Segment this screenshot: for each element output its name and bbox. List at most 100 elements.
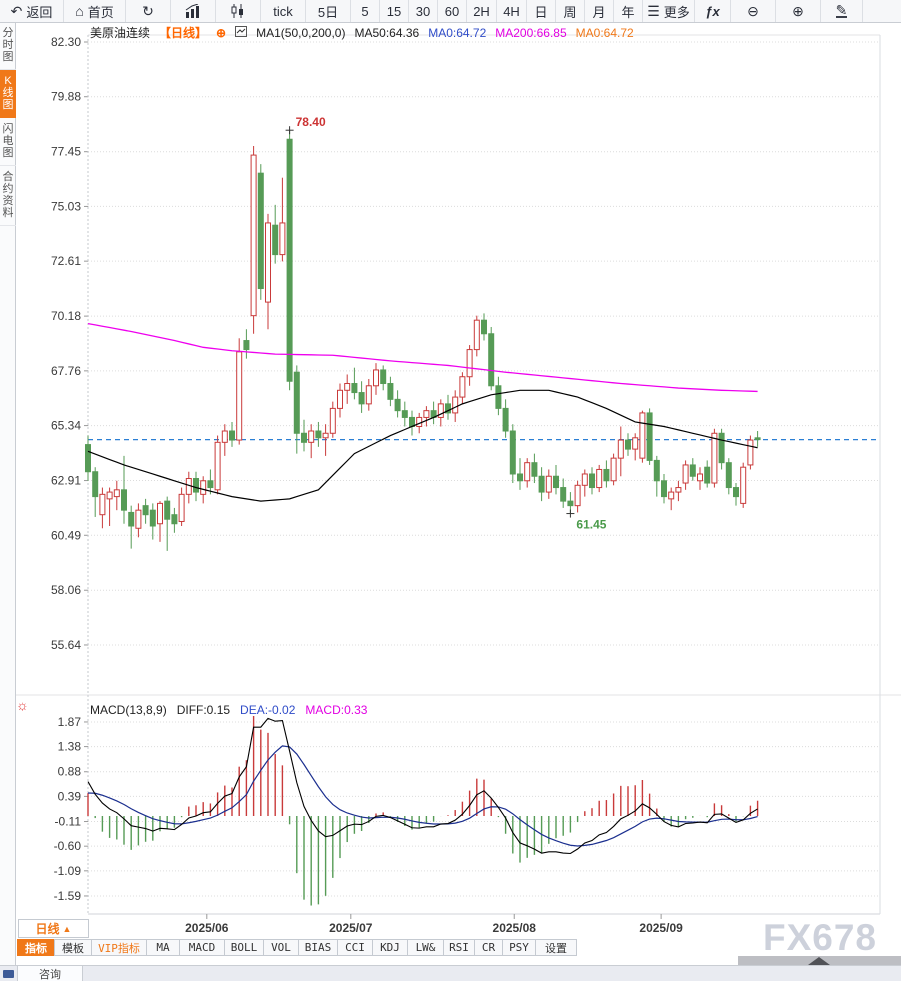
toolbar-button-bar-chart[interactable] bbox=[171, 0, 216, 22]
toolbar-button-back-arrow[interactable]: ↶ 返回 bbox=[0, 0, 64, 22]
ma0-orange-value: MA0:64.72 bbox=[575, 25, 634, 40]
tab-指标[interactable]: 指标 bbox=[17, 939, 55, 956]
toolbar-button-60[interactable]: 60 bbox=[438, 0, 467, 22]
toolbar-button-月[interactable]: 月 bbox=[585, 0, 614, 22]
svg-text:77.45: 77.45 bbox=[51, 145, 81, 159]
toolbar-button-pencil[interactable]: ✎ bbox=[821, 0, 863, 22]
add-indicator-icon[interactable]: ⊕ bbox=[216, 25, 227, 40]
svg-text:62.91: 62.91 bbox=[51, 474, 81, 488]
macd-macd-value: MACD:0.33 bbox=[305, 703, 368, 717]
toolbar-button-4H[interactable]: 4H bbox=[497, 0, 527, 22]
toolbar-button-candlestick[interactable] bbox=[216, 0, 261, 22]
toolbar-button-zoom-out[interactable]: ⊖ bbox=[731, 0, 776, 22]
ma-settings-label: MA1(50,0,200,0) bbox=[256, 25, 346, 40]
toolbar: ↶ 返回 ⌂ 首页 ↻ tick 5日 5 15 30 60 2H 4H 日周月年 ☰ 更多 ƒx ⊖ ⊕ ✎ bbox=[0, 0, 901, 23]
x-axis-label: 2025/09 bbox=[639, 921, 683, 935]
svg-text:1.87: 1.87 bbox=[58, 715, 82, 729]
toolbar-button-周[interactable]: 周 bbox=[556, 0, 585, 22]
bottom-bar: 咨询 bbox=[0, 965, 901, 981]
ma-settings-icon[interactable] bbox=[235, 25, 248, 40]
svg-text:72.61: 72.61 bbox=[51, 254, 81, 268]
macd-diff-value: DIFF:0.15 bbox=[176, 703, 231, 717]
macd-header: MACD(13,8,9) DIFF:0.15 DEA:-0.02 MACD:0.… bbox=[90, 703, 367, 717]
tab-CCI[interactable]: CCI bbox=[337, 939, 373, 956]
svg-text:55.64: 55.64 bbox=[51, 638, 81, 652]
consult-icon bbox=[3, 970, 14, 978]
svg-text:-1.09: -1.09 bbox=[54, 864, 82, 878]
tab-RSI[interactable]: RSI bbox=[443, 939, 475, 956]
tab-VOL[interactable]: VOL bbox=[263, 939, 299, 956]
tab-设置[interactable]: 设置 bbox=[535, 939, 577, 956]
svg-text:67.76: 67.76 bbox=[51, 364, 81, 378]
tab-LW&[interactable]: LW& bbox=[407, 939, 444, 956]
back-arrow-icon: ↶ bbox=[10, 3, 23, 19]
sidebar-item-3[interactable]: 合约资料 bbox=[0, 166, 16, 226]
svg-text:0.39: 0.39 bbox=[58, 789, 82, 803]
fx-icon: ƒx bbox=[705, 3, 720, 19]
ma50-value: MA50:64.36 bbox=[354, 25, 420, 40]
toolbar-button-tick[interactable]: tick bbox=[261, 0, 306, 22]
svg-text:-1.59: -1.59 bbox=[54, 889, 82, 903]
toolbar-button-fx[interactable]: ƒx bbox=[695, 0, 731, 22]
tab-VIP指标[interactable]: VIP指标 bbox=[91, 939, 147, 956]
x-axis-label: 2025/06 bbox=[185, 921, 229, 935]
svg-text:1.38: 1.38 bbox=[58, 740, 82, 754]
symbol-name: 美原油连续 bbox=[90, 26, 151, 40]
consult-tab[interactable]: 咨询 bbox=[17, 966, 83, 981]
tab-MA[interactable]: MA bbox=[146, 939, 180, 956]
toolbar-button-refresh[interactable]: ↻ bbox=[126, 0, 171, 22]
refresh-icon: ↻ bbox=[142, 3, 154, 19]
indicator-settings-icon[interactable]: ☼ bbox=[16, 697, 29, 713]
ma0-blue-value: MA0:64.72 bbox=[428, 25, 487, 40]
tab-KDJ[interactable]: KDJ bbox=[372, 939, 408, 956]
tab-模板[interactable]: 模板 bbox=[54, 939, 92, 956]
svg-text:65.34: 65.34 bbox=[51, 419, 81, 433]
zoom-out-icon: ⊖ bbox=[747, 3, 759, 19]
toolbar-button-home[interactable]: ⌂ 首页 bbox=[64, 0, 126, 22]
sidebar-item-0[interactable]: 分时图 bbox=[0, 22, 16, 70]
svg-text:-0.11: -0.11 bbox=[55, 815, 82, 829]
toolbar-button-5[interactable]: 5 bbox=[351, 0, 380, 22]
sidebar-item-2[interactable]: 闪电图 bbox=[0, 118, 16, 166]
tab-BOLL[interactable]: BOLL bbox=[224, 939, 264, 956]
svg-text:0.88: 0.88 bbox=[58, 765, 82, 779]
period-tag: 【日线】 bbox=[159, 26, 208, 40]
toolbar-button-zoom-in[interactable]: ⊕ bbox=[776, 0, 821, 22]
candlestick-icon bbox=[231, 4, 243, 18]
tab-CR[interactable]: CR bbox=[474, 939, 503, 956]
toolbar-button-30[interactable]: 30 bbox=[409, 0, 438, 22]
svg-text:82.30: 82.30 bbox=[51, 35, 81, 49]
x-axis-label: 2025/08 bbox=[492, 921, 536, 935]
expand-handle[interactable] bbox=[738, 956, 901, 966]
chart-plot-area[interactable] bbox=[88, 35, 880, 914]
zoom-in-icon: ⊕ bbox=[792, 3, 804, 19]
toolbar-button-日[interactable]: 日 bbox=[527, 0, 556, 22]
tab-BIAS[interactable]: BIAS bbox=[298, 939, 338, 956]
svg-text:-0.60: -0.60 bbox=[54, 839, 82, 853]
bar-chart-icon bbox=[185, 4, 199, 18]
expand-up-triangle-icon bbox=[808, 957, 830, 965]
period-selector[interactable]: 日线 ▲ bbox=[18, 919, 89, 938]
chart-header: 美原油连续 【日线】 ⊕ MA1(50,0,200,0) MA50:64.36 … bbox=[90, 24, 634, 41]
svg-text:79.88: 79.88 bbox=[51, 90, 81, 104]
svg-text:60.49: 60.49 bbox=[51, 528, 81, 542]
pencil-icon: ✎ bbox=[835, 2, 848, 18]
toolbar-button-5日[interactable]: 5日 bbox=[306, 0, 351, 22]
svg-text:75.03: 75.03 bbox=[51, 199, 81, 213]
indicator-tabs: 指标 模板 VIP指标 MA MACD BOLL VOL BIAS CCI KDJ LW& RSI CR… bbox=[17, 939, 577, 956]
toolbar-button-menu[interactable]: ☰ 更多 bbox=[643, 0, 695, 22]
macd-title: MACD(13,8,9) bbox=[90, 703, 167, 717]
macd-dea-value: DEA:-0.02 bbox=[240, 703, 296, 717]
tab-MACD[interactable]: MACD bbox=[179, 939, 225, 956]
toolbar-button-2H[interactable]: 2H bbox=[467, 0, 497, 22]
up-triangle-icon: ▲ bbox=[62, 923, 72, 934]
toolbar-button-15[interactable]: 15 bbox=[380, 0, 409, 22]
watermark: FX678 bbox=[763, 917, 878, 958]
toolbar-button-年[interactable]: 年 bbox=[614, 0, 643, 22]
x-axis-label: 2025/07 bbox=[329, 921, 373, 935]
menu-icon: ☰ bbox=[647, 3, 660, 19]
tab-PSY[interactable]: PSY bbox=[502, 939, 536, 956]
